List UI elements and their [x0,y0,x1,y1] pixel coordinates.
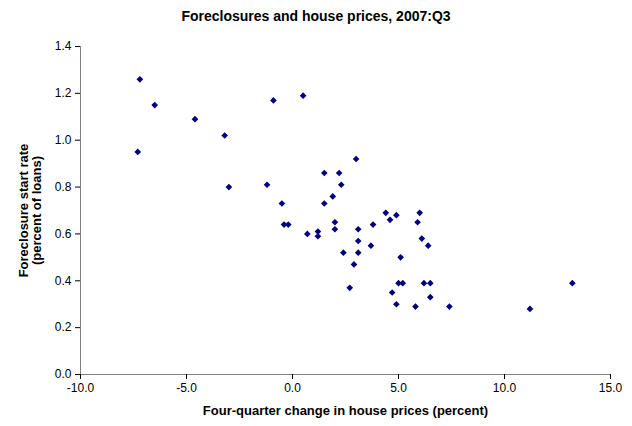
svg-text:Four-quarter change in house p: Four-quarter change in house prices (per… [203,403,488,418]
svg-text:0.8: 0.8 [55,180,72,194]
svg-text:10.0: 10.0 [493,381,517,395]
svg-text:-10.0: -10.0 [67,381,95,395]
svg-text:1.0: 1.0 [55,133,72,147]
svg-text:0.0: 0.0 [55,367,72,381]
svg-text:5.0: 5.0 [390,381,407,395]
svg-text:1.4: 1.4 [55,39,72,53]
svg-text:1.2: 1.2 [55,86,72,100]
svg-text:0.4: 0.4 [55,274,72,288]
svg-text:Foreclosure start rate(percent: Foreclosure start rate(percent of loans) [16,144,44,278]
html-text:Foreclosures and house prices,: Foreclosures and house prices, 2007:Q3 [181,8,451,24]
svg-text:-5.0: -5.0 [176,381,197,395]
svg-text:15.0: 15.0 [599,381,623,395]
svg-text:0.0: 0.0 [284,381,301,395]
svg-text:0.6: 0.6 [55,227,72,241]
svg-text:0.2: 0.2 [55,320,72,334]
